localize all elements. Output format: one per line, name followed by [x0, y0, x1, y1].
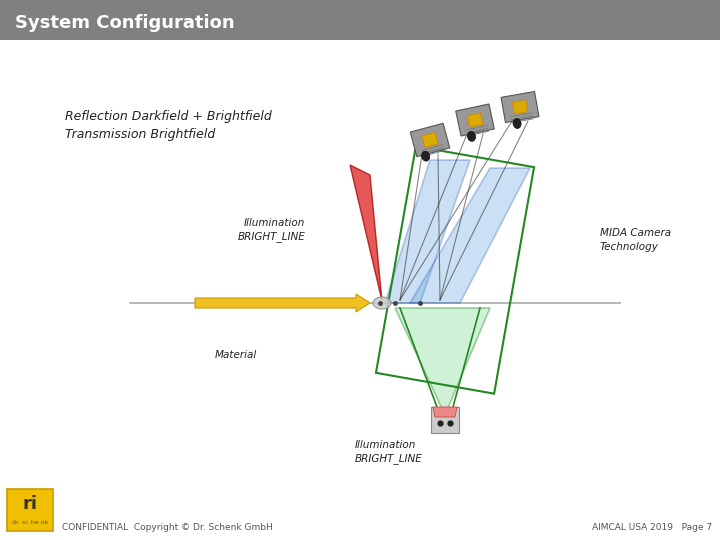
Polygon shape: [501, 91, 539, 123]
Ellipse shape: [467, 131, 476, 141]
Polygon shape: [431, 407, 459, 433]
Polygon shape: [512, 100, 528, 114]
Polygon shape: [395, 308, 490, 415]
Text: System Configuration: System Configuration: [15, 14, 235, 32]
Polygon shape: [456, 104, 494, 136]
Polygon shape: [385, 160, 470, 303]
Text: Illumination
BRIGHT_LINE: Illumination BRIGHT_LINE: [355, 440, 423, 464]
Text: dr. sc he nk: dr. sc he nk: [12, 519, 48, 524]
FancyBboxPatch shape: [7, 489, 53, 531]
Text: MIDA Camera
Technology: MIDA Camera Technology: [600, 228, 671, 252]
Text: ri: ri: [22, 495, 37, 513]
Ellipse shape: [373, 297, 391, 309]
Text: Material: Material: [215, 350, 257, 360]
FancyArrow shape: [195, 294, 370, 312]
Text: CONFIDENTIAL  Copyright © Dr. Schenk GmbH: CONFIDENTIAL Copyright © Dr. Schenk GmbH: [62, 523, 273, 531]
Polygon shape: [467, 113, 483, 127]
Ellipse shape: [422, 151, 430, 161]
Ellipse shape: [513, 118, 521, 129]
Polygon shape: [410, 123, 450, 157]
Text: Reflection Darkfield + Brightfield
Transmission Brightfield: Reflection Darkfield + Brightfield Trans…: [65, 110, 271, 141]
Bar: [0, 0, 720, 40]
Text: Illumination
BRIGHT_LINE: Illumination BRIGHT_LINE: [238, 218, 305, 242]
Text: AIMCAL USA 2019   Page 7: AIMCAL USA 2019 Page 7: [592, 523, 712, 531]
Polygon shape: [410, 168, 530, 303]
Polygon shape: [350, 165, 382, 301]
Polygon shape: [433, 407, 457, 417]
Polygon shape: [422, 132, 438, 147]
